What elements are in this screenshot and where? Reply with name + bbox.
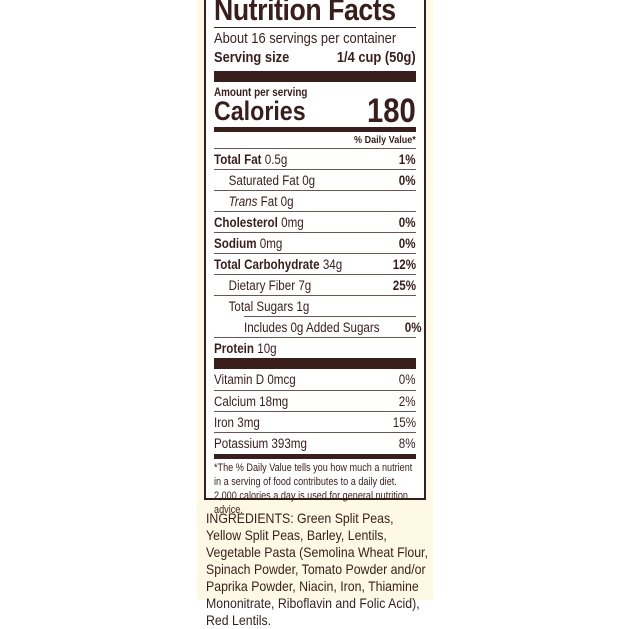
daily-value-footnote: *The % Daily Value tells you how much a … — [214, 462, 413, 516]
label-title: Nutrition Facts — [214, 0, 396, 27]
nutrient-row-dietary-fiber: Dietary Fiber 7g 25% — [214, 274, 416, 295]
vitamin-row-calcium: Calcium 18mg 2% — [214, 390, 416, 411]
vitamin-row-potassium: Potassium 393mg 8% — [214, 432, 416, 453]
nutrient-row-total-sugars: Total Sugars 1g — [214, 295, 416, 316]
nutrient-row-saturated-fat: Saturated Fat 0g 0% — [214, 169, 416, 190]
medium-divider — [214, 127, 416, 132]
amount-per-serving: Amount per serving — [214, 86, 308, 99]
servings-per-container: About 16 servings per container — [214, 29, 397, 47]
nutrient-row-added-sugars: Includes 0g Added Sugars 0% — [244, 316, 421, 337]
daily-value-header: % Daily Value* — [354, 134, 416, 146]
vitamin-row-vitamin-d: Vitamin D 0mcg 0% — [214, 371, 416, 387]
serving-size: Serving size 1/4 cup (50g) — [214, 48, 416, 66]
thick-divider — [214, 358, 416, 369]
medium-divider — [214, 454, 416, 459]
nutrient-row-protein: Protein 10g — [214, 337, 416, 358]
ingredients-text: INGREDIENTS: Green Split Peas, Yellow Sp… — [206, 510, 428, 628]
nutrient-row-total-carbohydrate: Total Carbohydrate 34g 12% — [214, 253, 416, 274]
calories-row: Calories 180 — [214, 91, 416, 130]
vitamin-row-iron: Iron 3mg 15% — [214, 411, 416, 432]
thick-divider — [214, 71, 416, 82]
nutrient-row-cholesterol: Cholesterol 0mg 0% — [214, 211, 416, 232]
nutrient-row-sodium: Sodium 0mg 0% — [214, 232, 416, 253]
nutrient-row-trans-fat: Trans Fat 0g — [214, 190, 416, 211]
nutrient-row-total-fat: Total Fat 0.5g 1% — [214, 148, 416, 169]
nutrition-facts-label: Nutrition Facts About 16 servings per co… — [204, 0, 426, 516]
